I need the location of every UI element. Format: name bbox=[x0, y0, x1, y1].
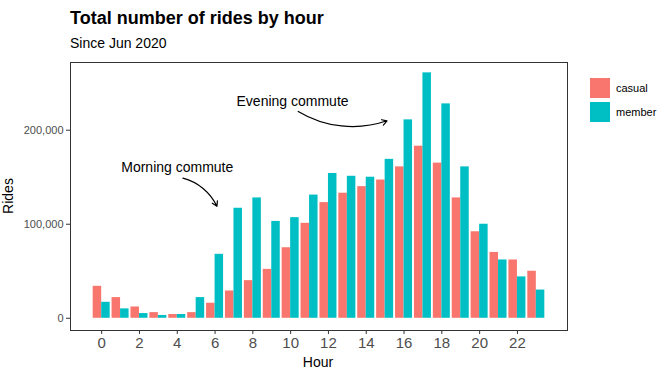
svg-text:100,000: 100,000 bbox=[24, 218, 64, 230]
html-text:member: member bbox=[616, 106, 657, 118]
svg-text:4: 4 bbox=[173, 334, 181, 351]
svg-text:22: 22 bbox=[509, 334, 526, 351]
svg-text:20: 20 bbox=[471, 334, 488, 351]
svg-text:6: 6 bbox=[211, 334, 219, 351]
svg-text:16: 16 bbox=[396, 334, 413, 351]
svg-text:Morning commute: Morning commute bbox=[121, 159, 233, 175]
svg-text:10: 10 bbox=[282, 334, 299, 351]
svg-text:14: 14 bbox=[358, 334, 375, 351]
html-text:Total number of rides by hour: Total number of rides by hour bbox=[70, 8, 324, 28]
svg-text:Evening commute: Evening commute bbox=[237, 93, 349, 109]
svg-text:200,000: 200,000 bbox=[24, 124, 64, 136]
html-text:Hour: Hour bbox=[302, 354, 334, 370]
svg-text:0: 0 bbox=[98, 334, 106, 351]
svg-text:0: 0 bbox=[57, 312, 63, 324]
html-text:Rides: Rides bbox=[0, 178, 16, 214]
html-text:Since Jun 2020: Since Jun 2020 bbox=[70, 35, 167, 51]
svg-text:2: 2 bbox=[135, 334, 143, 351]
svg-text:18: 18 bbox=[433, 334, 450, 351]
html-text:casual: casual bbox=[616, 82, 648, 94]
svg-text:12: 12 bbox=[320, 334, 337, 351]
svg-text:8: 8 bbox=[249, 334, 257, 351]
